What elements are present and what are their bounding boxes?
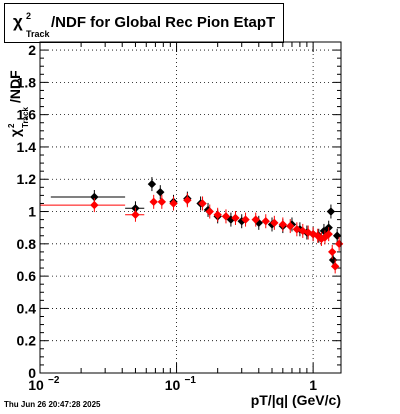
- y-tick-label: 0.4: [17, 300, 37, 316]
- date-stamp: Thu Jun 26 20:47:28 2025: [4, 400, 101, 409]
- title-superscript: 2: [26, 11, 32, 21]
- red-data-point: [278, 220, 288, 229]
- x-tick-label: 10: [165, 377, 181, 393]
- y-tick-label: 0.6: [17, 268, 37, 284]
- red-data-point: [261, 217, 270, 226]
- red-data-point: [205, 207, 214, 216]
- y-axis-label-rest: /NDF: [7, 70, 23, 103]
- red-data-point: [149, 197, 158, 207]
- black-data-point: [90, 192, 99, 202]
- y-tick-label: 1.6: [17, 107, 37, 123]
- red-data-point: [303, 228, 313, 237]
- chart-title: /NDF for Global Rec Pion EtapT: [51, 14, 276, 31]
- red-data-point: [330, 262, 340, 271]
- x-tick-exponent: −2: [48, 375, 60, 386]
- y-tick-label: 2: [28, 42, 36, 58]
- black-data-point: [156, 187, 165, 197]
- y-tick-label: 1: [28, 204, 36, 220]
- red-data-point: [292, 225, 302, 234]
- axis-ticks: [39, 42, 341, 374]
- y-tick-label: 0.2: [17, 333, 37, 349]
- black-data-point: [147, 179, 157, 189]
- red-data-point: [251, 215, 260, 224]
- red-data-point: [90, 200, 99, 210]
- chart-title-box: χ 2 Track /NDF for Global Rec Pion EtapT: [4, 3, 284, 43]
- red-data-point: [270, 218, 279, 228]
- red-data-point: [231, 213, 240, 223]
- data-marks: [40, 177, 344, 274]
- x-tick-label: 1: [309, 377, 317, 393]
- y-tick-label: 1.4: [17, 139, 37, 155]
- red-data-point: [334, 239, 344, 249]
- x-tick-exponent: −1: [185, 375, 197, 386]
- black-data-point: [326, 207, 336, 216]
- red-data-point: [221, 212, 231, 221]
- x-axis-label: pT/|q| (GeV/c): [251, 392, 341, 408]
- red-data-point: [213, 210, 222, 219]
- red-data-point: [131, 210, 140, 219]
- y-tick-label: 1.2: [17, 171, 37, 187]
- red-data-point: [198, 199, 207, 208]
- red-data-point: [169, 199, 178, 208]
- y-axis-label-chi: χ: [7, 129, 23, 137]
- x-tick-label: 10: [28, 377, 44, 393]
- red-data-point: [241, 215, 250, 224]
- red-data-point: [286, 221, 295, 231]
- red-data-point: [324, 229, 333, 239]
- black-data-point: [328, 255, 338, 265]
- grid-lines: [39, 42, 341, 374]
- y-axis-label-sup: 2: [7, 123, 16, 128]
- y-tick-label: 0: [28, 365, 36, 381]
- title-subscript: Track: [26, 29, 50, 39]
- y-tick-label: 1.8: [17, 74, 37, 90]
- red-data-point: [328, 247, 337, 257]
- red-data-point: [157, 197, 167, 207]
- y-axis-label: χ2 Track/NDF: [7, 70, 30, 137]
- y-tick-label: 0.8: [17, 236, 37, 252]
- title-chi-symbol: χ: [13, 12, 23, 31]
- black-data-point: [332, 231, 342, 240]
- plot-frame: [39, 41, 342, 374]
- y-axis-label-sub: Track: [21, 107, 30, 128]
- red-data-point: [183, 196, 192, 205]
